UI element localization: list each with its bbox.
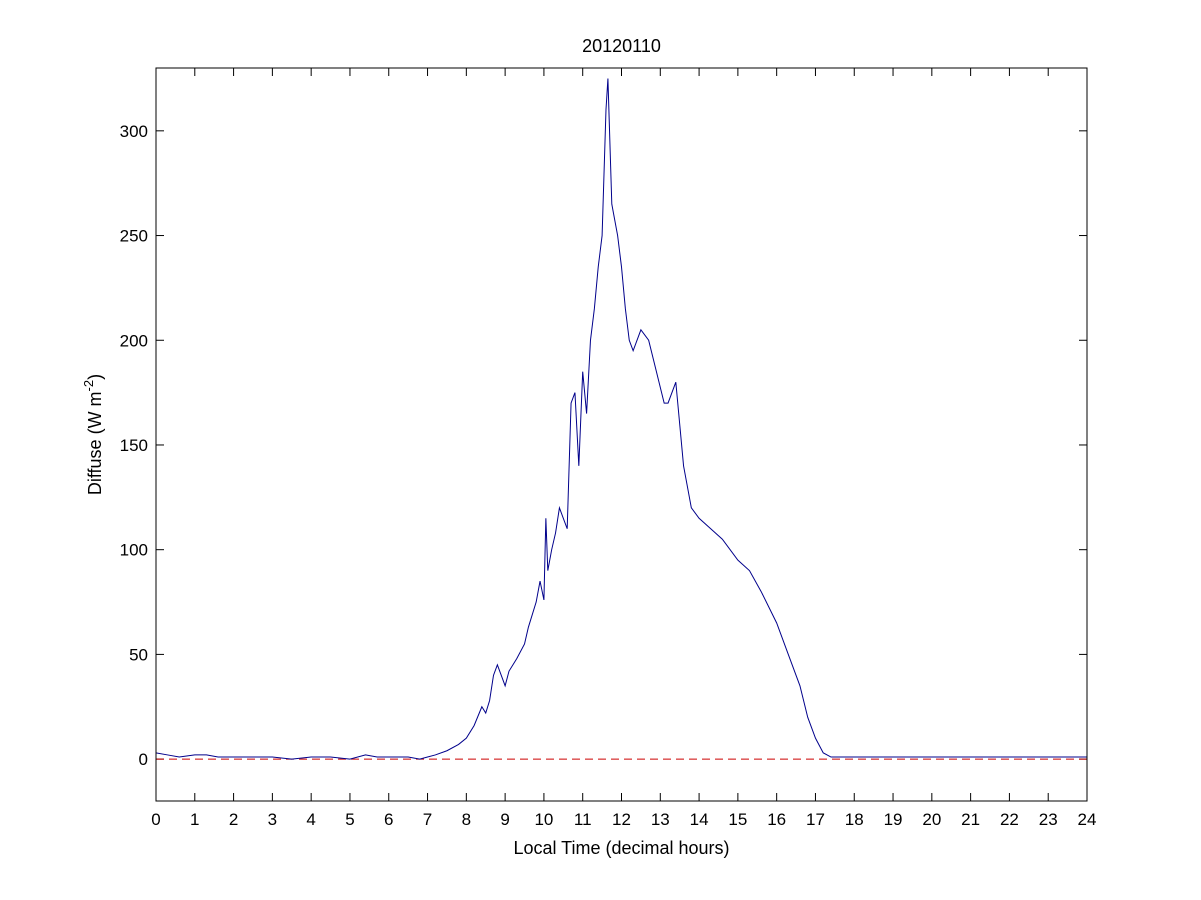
x-tick-label: 8 (462, 810, 471, 829)
x-tick-label: 1 (190, 810, 199, 829)
x-tick-label: 7 (423, 810, 432, 829)
x-tick-label: 21 (961, 810, 980, 829)
x-axis-label: Local Time (decimal hours) (513, 838, 729, 858)
y-tick-label: 100 (120, 541, 148, 560)
x-tick-label: 5 (345, 810, 354, 829)
x-tick-label: 6 (384, 810, 393, 829)
x-tick-label: 24 (1078, 810, 1097, 829)
plot-area (156, 68, 1087, 801)
x-tick-label: 11 (574, 810, 592, 829)
y-tick-label: 0 (139, 750, 148, 769)
x-tick-label: 4 (306, 810, 315, 829)
y-tick-label: 200 (120, 331, 148, 350)
ticks (155, 68, 1088, 801)
x-tick-label: 20 (922, 810, 941, 829)
series-line (155, 78, 1087, 760)
x-tick-label: 0 (151, 810, 160, 829)
plot-frame (155, 67, 1088, 802)
y-tick-label: 300 (120, 122, 148, 141)
x-tick-label: 9 (500, 810, 509, 829)
x-tick-label: 15 (728, 810, 747, 829)
y-axis-label-main: Diffuse (W m (85, 391, 105, 495)
x-tick-label: 23 (1039, 810, 1058, 829)
x-tick-label: 2 (229, 810, 238, 829)
x-tick-label: 12 (612, 810, 631, 829)
y-axis-label-close: ) (85, 374, 105, 380)
y-tick-label: 150 (120, 436, 148, 455)
x-tick-label: 18 (845, 810, 864, 829)
y-axis-label-superscript: -2 (81, 380, 96, 392)
x-tick-label: 13 (651, 810, 670, 829)
x-tick-label: 19 (884, 810, 903, 829)
x-tick-label: 16 (767, 810, 786, 829)
y-tick-label: 250 (120, 227, 148, 246)
x-tick-label: 10 (534, 810, 553, 829)
chart-title: 20120110 (582, 36, 661, 56)
y-axis-label: Diffuse (W m-2) (81, 374, 105, 495)
x-tick-label: 3 (268, 810, 277, 829)
x-tick-label: 17 (806, 810, 825, 829)
x-tick-label: 22 (1000, 810, 1019, 829)
tick-labels: 0 1 2 3 4 5 6 7 8 9 10 11 12 13 14 15 16 17 18 19 20 21 22 23 24… (120, 122, 1097, 829)
x-tick-label: 14 (690, 810, 709, 829)
y-tick-label: 50 (129, 645, 148, 664)
